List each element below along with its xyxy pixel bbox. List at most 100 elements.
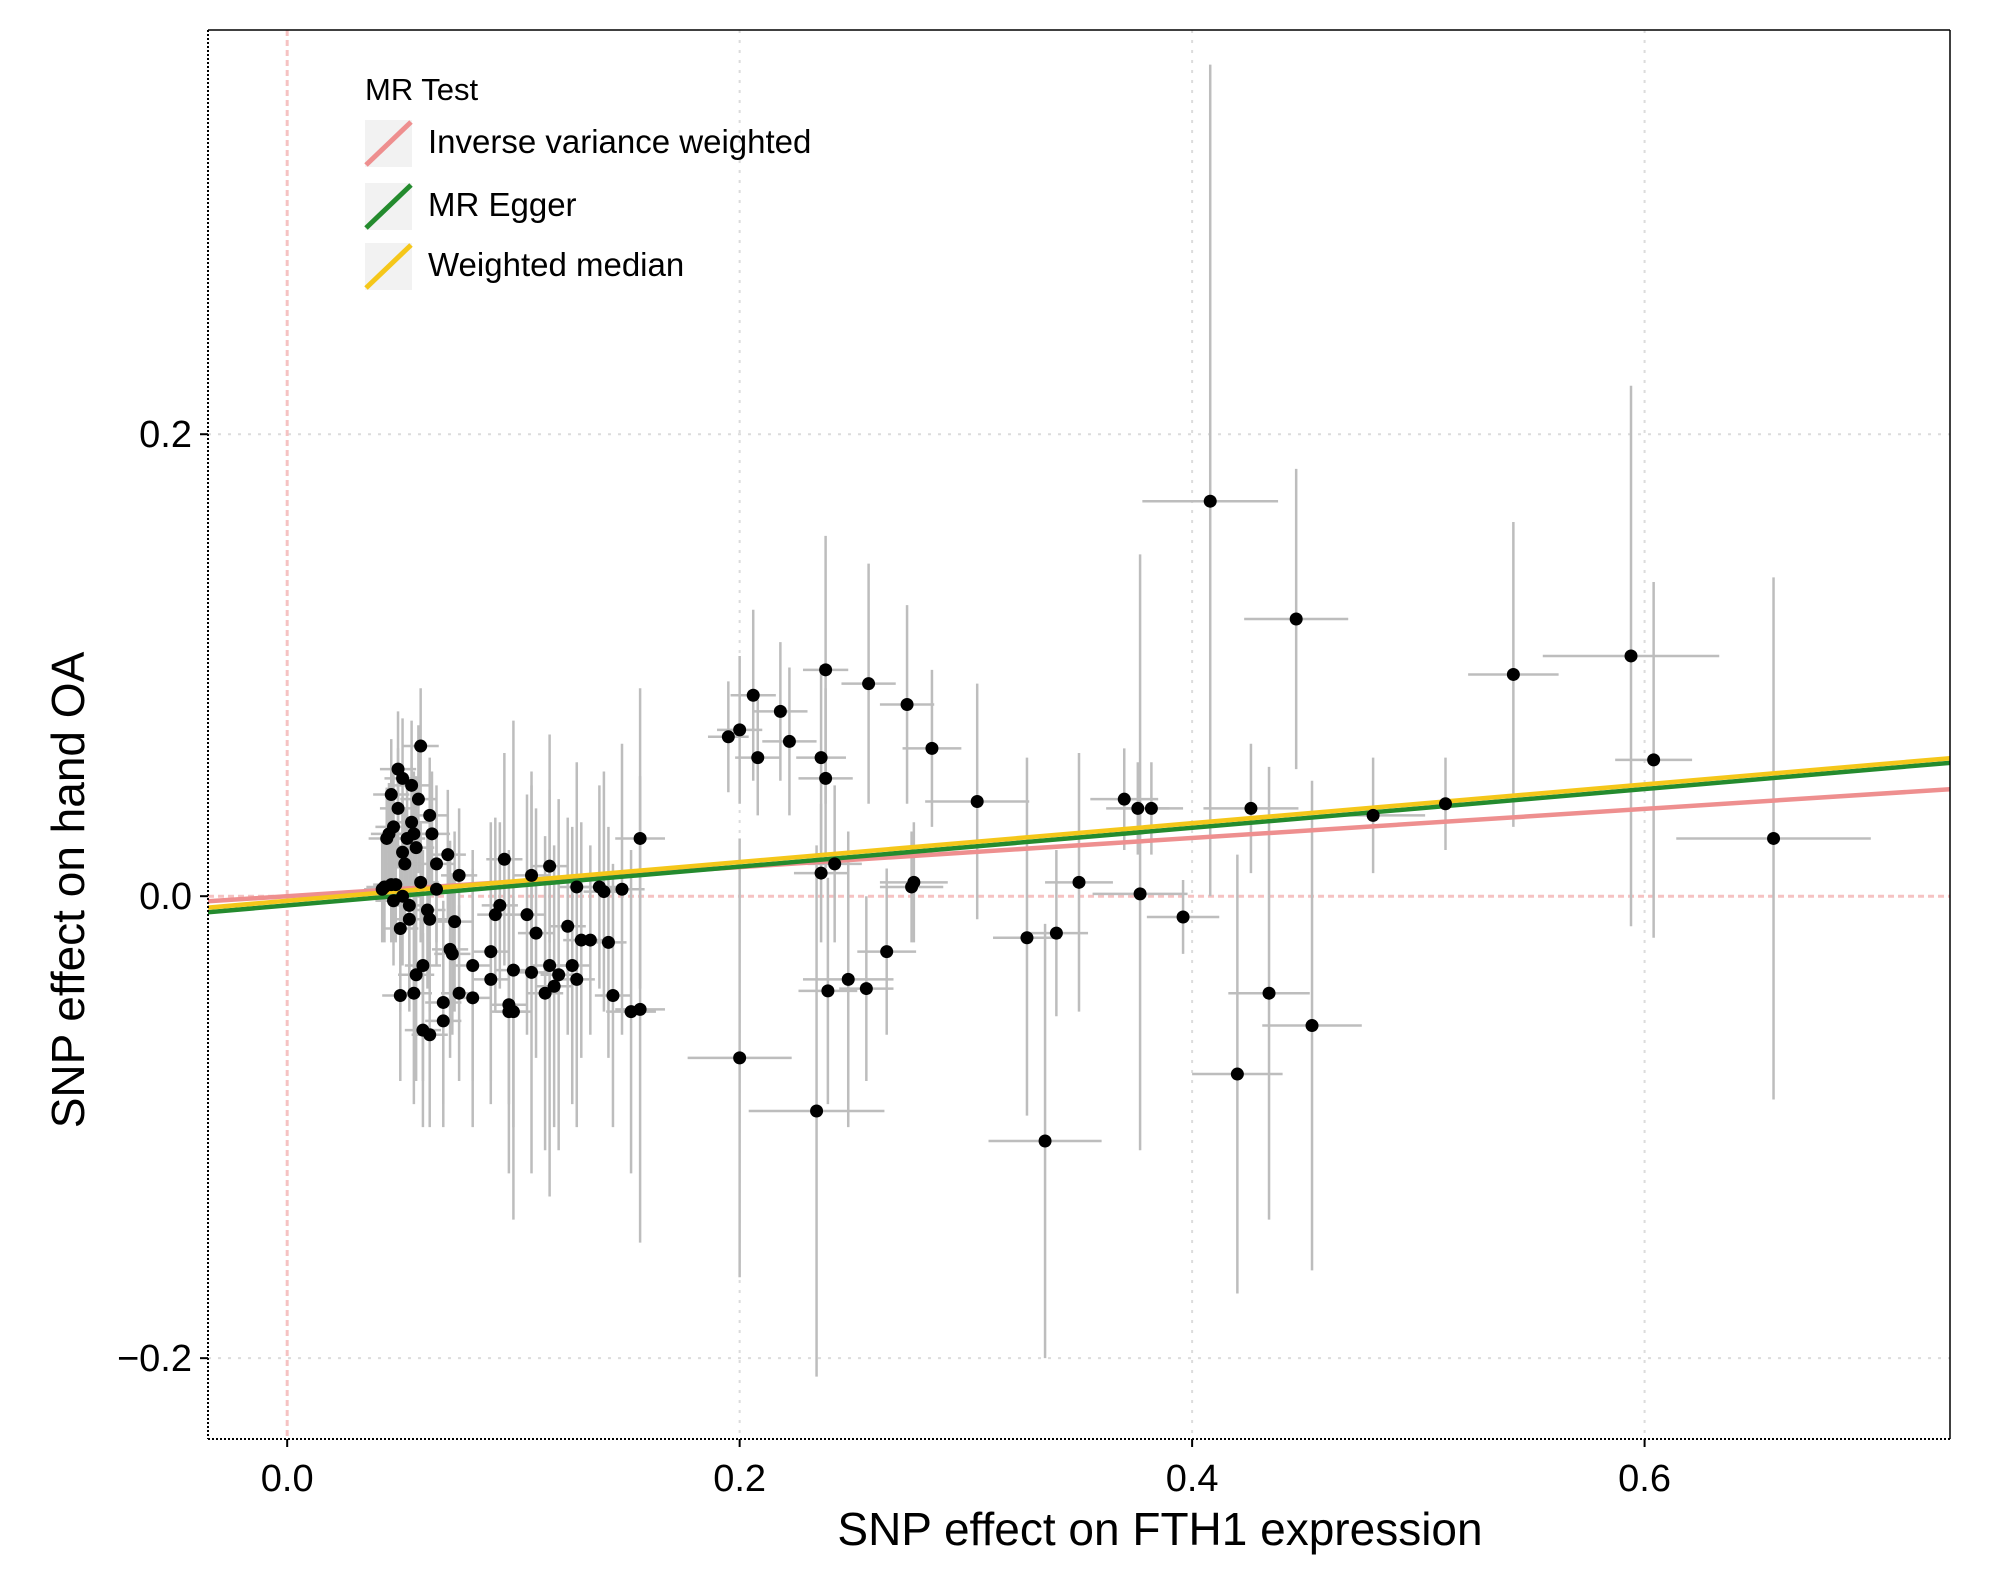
data-point: [484, 972, 498, 986]
data-point: [1131, 801, 1145, 815]
data-point: [452, 868, 466, 882]
data-point: [970, 794, 984, 808]
data-point: [525, 965, 539, 979]
legend-title: MR Test: [365, 72, 479, 107]
data-point: [862, 677, 876, 691]
data-point: [416, 958, 430, 972]
data-point: [396, 845, 410, 859]
data-point: [466, 991, 480, 1005]
data-point: [1203, 494, 1217, 508]
data-point: [429, 857, 443, 871]
legend-entry-weighted-median: Weighted median: [364, 243, 684, 290]
y-tick-label: −0.2: [117, 1338, 192, 1380]
data-point: [393, 922, 407, 936]
data-point: [819, 771, 833, 785]
data-point: [436, 1014, 450, 1028]
data-point: [561, 919, 575, 933]
data-point: [819, 663, 833, 677]
data-point: [547, 979, 561, 993]
data-point: [407, 986, 421, 1000]
regression-line-mr-egger: [208, 760, 1950, 915]
legend: MR Test Inverse variance weighted MR Egg…: [364, 72, 811, 290]
data-point: [746, 688, 760, 702]
data-point: [828, 857, 842, 871]
data-point: [859, 982, 873, 996]
data-point: [1020, 931, 1034, 945]
data-point: [452, 986, 466, 1000]
data-point: [814, 751, 828, 765]
data-point: [488, 908, 502, 922]
data-point: [552, 968, 566, 982]
data-point: [1262, 986, 1276, 1000]
data-point: [574, 933, 588, 947]
data-point: [1289, 612, 1303, 626]
data-point: [601, 935, 615, 949]
data-point: [411, 792, 425, 806]
data-point: [1038, 1134, 1052, 1148]
data-point: [525, 868, 539, 882]
data-point: [570, 880, 584, 894]
data-point: [497, 852, 511, 866]
y-tick-label: 0.0: [139, 876, 192, 918]
data-point: [733, 1051, 747, 1065]
data-point: [1305, 1019, 1319, 1033]
data-point: [633, 1002, 647, 1016]
legend-swatch-weighted-median: [364, 243, 413, 290]
legend-label-weighted-median: Weighted median: [428, 246, 684, 283]
data-point: [721, 730, 735, 744]
data-point: [416, 1023, 430, 1037]
data-point: [423, 808, 437, 822]
data-point: [900, 697, 914, 711]
data-point: [907, 875, 921, 889]
data-point: [810, 1104, 824, 1118]
x-tick-label: 0.0: [261, 1458, 314, 1500]
data-point: [814, 866, 828, 880]
data-point: [414, 739, 428, 753]
data-point: [400, 831, 414, 845]
data-point: [925, 741, 939, 755]
data-point: [429, 882, 443, 896]
plot-data-group: [208, 64, 1950, 1377]
plot-area: 0.0 0.2 0.4 0.6 −0.2 0.0 0.2: [117, 29, 1951, 1500]
data-point: [398, 857, 412, 871]
legend-swatch-mr-egger: [364, 183, 413, 230]
data-point: [880, 945, 894, 959]
data-point: [502, 998, 516, 1012]
x-axis-title: SNP effect on FTH1 expression: [837, 1503, 1482, 1555]
data-point: [405, 815, 419, 829]
y-tick-label: 0.2: [139, 414, 192, 456]
data-point: [448, 915, 462, 929]
data-point: [380, 831, 394, 845]
data-point: [443, 942, 457, 956]
data-point: [1767, 831, 1781, 845]
data-point: [565, 958, 579, 972]
legend-entry-ivw: Inverse variance weighted: [364, 120, 811, 167]
data-point: [441, 848, 455, 862]
data-point: [520, 908, 534, 922]
data-point: [414, 875, 428, 889]
data-point: [1624, 649, 1638, 663]
data-point: [538, 986, 552, 1000]
data-point: [821, 984, 835, 998]
data-point: [782, 734, 796, 748]
data-point: [773, 704, 787, 718]
x-tick-label: 0.2: [713, 1458, 766, 1500]
data-point: [615, 882, 629, 896]
data-point: [733, 723, 747, 737]
data-point: [391, 762, 405, 776]
data-point: [1144, 801, 1158, 815]
data-point: [466, 958, 480, 972]
regression-line-weighted-median: [208, 755, 1950, 910]
data-point: [387, 894, 401, 908]
data-point: [543, 958, 557, 972]
data-point: [436, 995, 450, 1009]
data-point: [506, 963, 520, 977]
data-point: [1072, 875, 1086, 889]
data-point: [393, 989, 407, 1003]
data-point: [751, 751, 765, 765]
data-point: [1506, 667, 1520, 681]
data-point: [384, 788, 398, 802]
data-point: [409, 968, 423, 982]
x-tick-label: 0.6: [1618, 1458, 1671, 1500]
